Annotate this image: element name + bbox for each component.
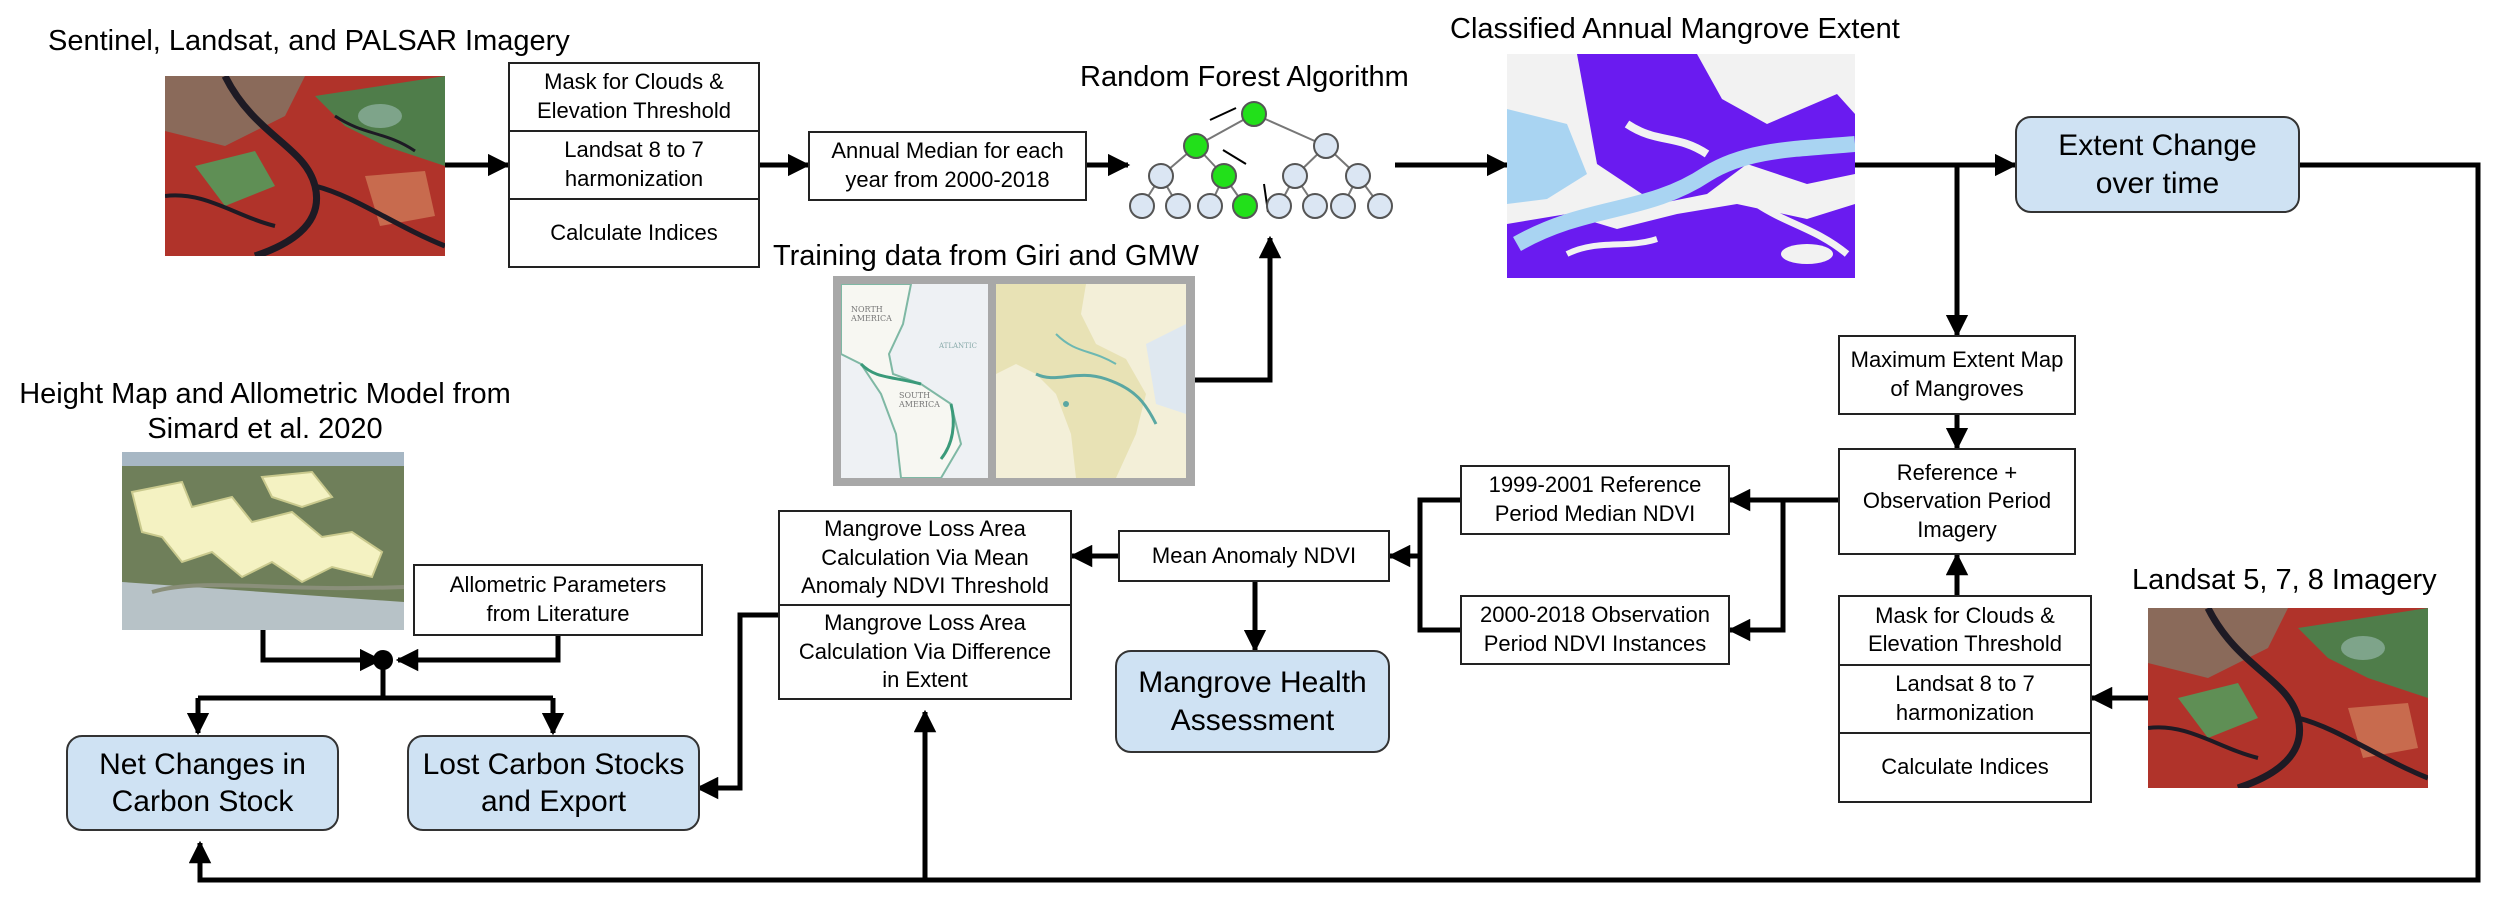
training-data-maps: NORTH AMERICA ATLANTIC SOUTH AMERICA [833, 276, 1195, 486]
loss-area-stack: Mangrove Loss Area Calculation Via Mean … [778, 510, 1072, 700]
harmonization-step: Landsat 8 to 7 harmonization [510, 132, 758, 200]
mask-clouds-step: Mask for Clouds & Elevation Threshold [1840, 597, 2090, 666]
extent-change-output: Extent Change over time [2015, 116, 2300, 213]
mask-clouds-step: Mask for Clouds & Elevation Threshold [510, 64, 758, 132]
tree-node [1345, 163, 1371, 189]
tree-node [1165, 193, 1191, 219]
tree-node-root [1241, 101, 1267, 127]
satellite-image-right [2148, 608, 2428, 788]
tree-node [1197, 193, 1223, 219]
giri-map: NORTH AMERICA ATLANTIC SOUTH AMERICA [841, 284, 988, 478]
tree-pointer-2 [1222, 149, 1247, 165]
classified-extent-map [1507, 54, 1855, 278]
tree-node [1302, 193, 1328, 219]
mean-anomaly-box: Mean Anomaly NDVI [1118, 530, 1390, 582]
gmw-map [996, 284, 1186, 478]
arrow-allometric-to-node [395, 636, 561, 672]
satellite-image-top [165, 76, 445, 256]
arrow-height-to-node [260, 630, 383, 672]
arrow-extent-to-net-changes [188, 840, 925, 883]
random-forest-title: Random Forest Algorithm [1080, 61, 1409, 93]
max-extent-box: Maximum Extent Map of Mangroves [1838, 335, 2076, 415]
tree-node [1313, 133, 1339, 159]
net-changes-output: Net Changes in Carbon Stock [66, 735, 339, 831]
arrow-reference-to-obs-period [1727, 500, 1786, 642]
tree-pointer-1 [1209, 107, 1237, 121]
harmonization-step: Landsat 8 to 7 harmonization [1840, 666, 2090, 735]
preprocess-right-stack: Mask for Clouds & Elevation Threshold La… [1838, 595, 2092, 803]
atlantic-label: ATLANTIC [939, 342, 977, 350]
arrow-training-to-forest [1195, 235, 1282, 383]
landsat-right-title: Landsat 5, 7, 8 Imagery [2132, 564, 2437, 596]
preprocess-top-stack: Mask for Clouds & Elevation Threshold La… [508, 62, 760, 268]
tree-node [1183, 133, 1209, 159]
allometric-box: Allometric Parameters from Literature [413, 564, 703, 636]
health-assessment-output: Mangrove Health Assessment [1115, 650, 1390, 753]
tree-node [1367, 193, 1393, 219]
south-america-label: SOUTH AMERICA [899, 391, 940, 409]
imagery-top-title: Sentinel, Landsat, and PALSAR Imagery [48, 25, 570, 57]
join-periods [1417, 497, 1460, 633]
loss-area-extent-step: Mangrove Loss Area Calculation Via Diffe… [798, 610, 1052, 693]
classified-title: Classified Annual Mangrove Extent [1450, 13, 1900, 45]
tree-node [1266, 193, 1292, 219]
loss-area-ndvi-step: Mangrove Loss Area Calculation Via Mean … [780, 512, 1070, 606]
training-title: Training data from Giri and GMW [773, 240, 1199, 272]
calculate-indices-step: Calculate Indices [550, 219, 718, 245]
tree-node [1211, 163, 1237, 189]
height-map-title: Height Map and Allometric Model from Sim… [19, 378, 511, 445]
north-america-label: NORTH AMERICA [851, 305, 892, 323]
reference-period-box: 1999-2001 Reference Period Median NDVI [1460, 465, 1730, 535]
tree-node [1282, 163, 1308, 189]
arrow-extent-to-loss-difference [913, 162, 2481, 883]
tree-node [1148, 163, 1174, 189]
calculate-indices-step: Calculate Indices [1881, 754, 2049, 780]
lost-carbon-output: Lost Carbon Stocks and Export [407, 735, 700, 831]
random-forest-icon [1129, 101, 1393, 219]
reference-observation-box: Reference + Observation Period Imagery [1838, 448, 2076, 555]
tree-node [1232, 193, 1258, 219]
tree-node [1330, 193, 1356, 219]
annual-median-box: Annual Median for each year from 2000-20… [808, 131, 1087, 201]
tree-node [1129, 193, 1155, 219]
arrow-loss-to-lost-carbon [695, 612, 778, 800]
height-map-image [122, 452, 404, 630]
merge-node [373, 650, 393, 670]
observation-period-box: 2000-2018 Observation Period NDVI Instan… [1460, 595, 1730, 665]
